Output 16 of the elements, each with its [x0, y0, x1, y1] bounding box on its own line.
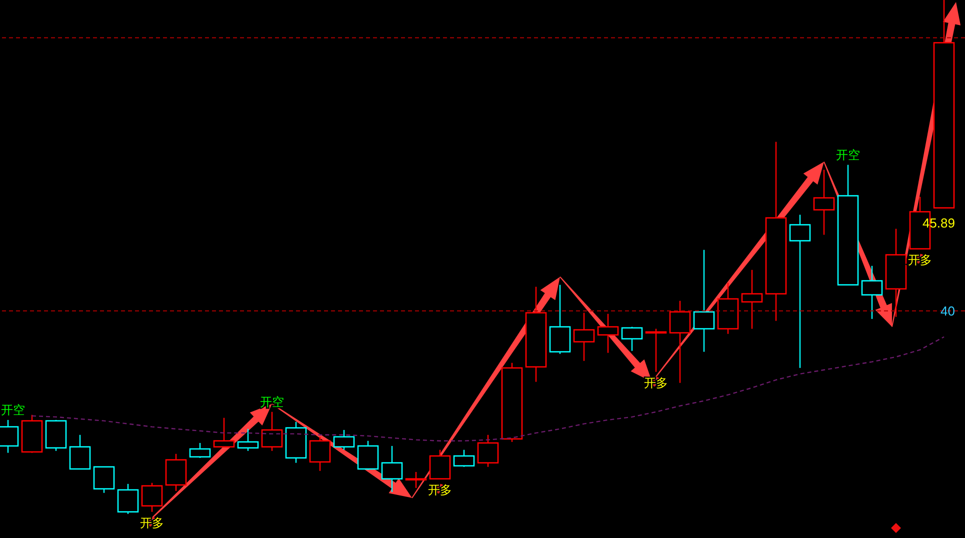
candlestick: [669, 300, 691, 384]
candlestick: [381, 445, 403, 493]
y-tick-label: 40: [940, 303, 955, 318]
candlestick: [885, 228, 907, 318]
candlestick: [741, 269, 763, 330]
candlestick: [693, 249, 715, 352]
annotation: 开空: [836, 148, 860, 162]
candlestick: [525, 286, 547, 382]
candlestick: [765, 141, 787, 322]
candlestick: [861, 265, 883, 320]
candlestick: [573, 312, 595, 362]
candlestick: [597, 313, 619, 354]
candlestick: [813, 169, 835, 236]
annotation: 开空: [260, 394, 284, 409]
candlestick: [789, 214, 811, 369]
annotation: 开空: [1, 402, 25, 417]
